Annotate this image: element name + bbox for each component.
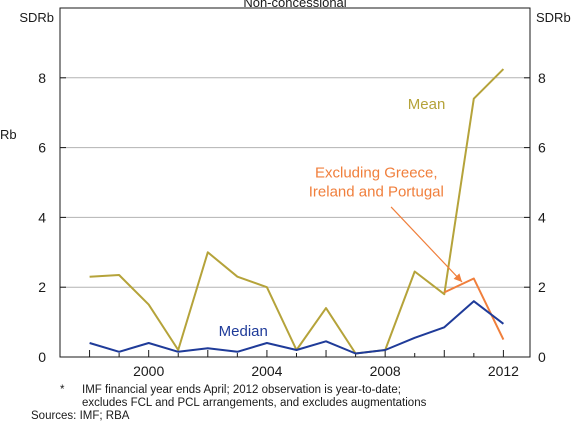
y-axis-right-unit: SDRb [536,10,571,25]
chart-notes: * IMF financial year ends April; 2012 ob… [31,384,426,423]
series-line-2 [89,300,505,355]
footnote: * IMF financial year ends April; 2012 ob… [60,384,426,410]
footnote-line1: IMF financial year ends April; 2012 obse… [82,384,401,396]
excluding-label-line2: Ireland and Portugal [309,183,444,200]
y-axis-left-unit: SDRb [19,10,54,25]
series-lines [89,68,505,355]
y-tick-label-right: 4 [538,209,546,225]
y-tick-label-left: 0 [38,349,46,365]
x-tick-label: 2012 [488,363,519,379]
chart: 0 2 4 6 8 0 2 4 6 8 2000 2004 2008 2012 Non-concess… [0,0,571,379]
x-tick-label: 2008 [370,363,401,379]
chart-title: Non-concessional [243,0,346,10]
excluding-arrowhead [453,273,463,282]
footnote-line2: excludes FCL and PCL arrangements, and e… [82,397,427,409]
x-axis-labels: 2000 2004 2008 2012 [133,363,519,379]
excluding-arrow [390,206,463,283]
y-axis-left-outer-unit: Rb [0,127,17,142]
y-axis-left-labels: 0 2 4 6 8 [38,70,46,365]
y-tick-label-right: 6 [538,140,546,156]
plot-frame [59,7,531,358]
footnote-text: IMF financial year ends April; 2012 obse… [82,384,426,410]
sources: Sources: IMF; RBA [31,410,130,422]
tick-marks [59,77,530,358]
x-tick-label: 2000 [133,363,164,379]
y-tick-label-right: 8 [538,70,546,86]
y-tick-label-left: 6 [38,140,46,156]
y-tick-label-left: 2 [38,279,46,295]
gridlines [60,77,530,288]
footnote-marker: * [60,384,65,396]
y-tick-label-right: 2 [538,279,546,295]
excluding-label-line1: Excluding Greece, [315,164,438,181]
y-tick-label-left: 8 [38,70,46,86]
series-line-1 [443,277,505,341]
median-label: Median [219,323,268,340]
y-axis-right-labels: 0 2 4 6 8 [538,70,546,365]
y-tick-label-right: 0 [538,349,546,365]
mean-label: Mean [408,96,446,113]
y-tick-label-left: 4 [38,209,46,225]
x-tick-label: 2004 [251,363,282,379]
